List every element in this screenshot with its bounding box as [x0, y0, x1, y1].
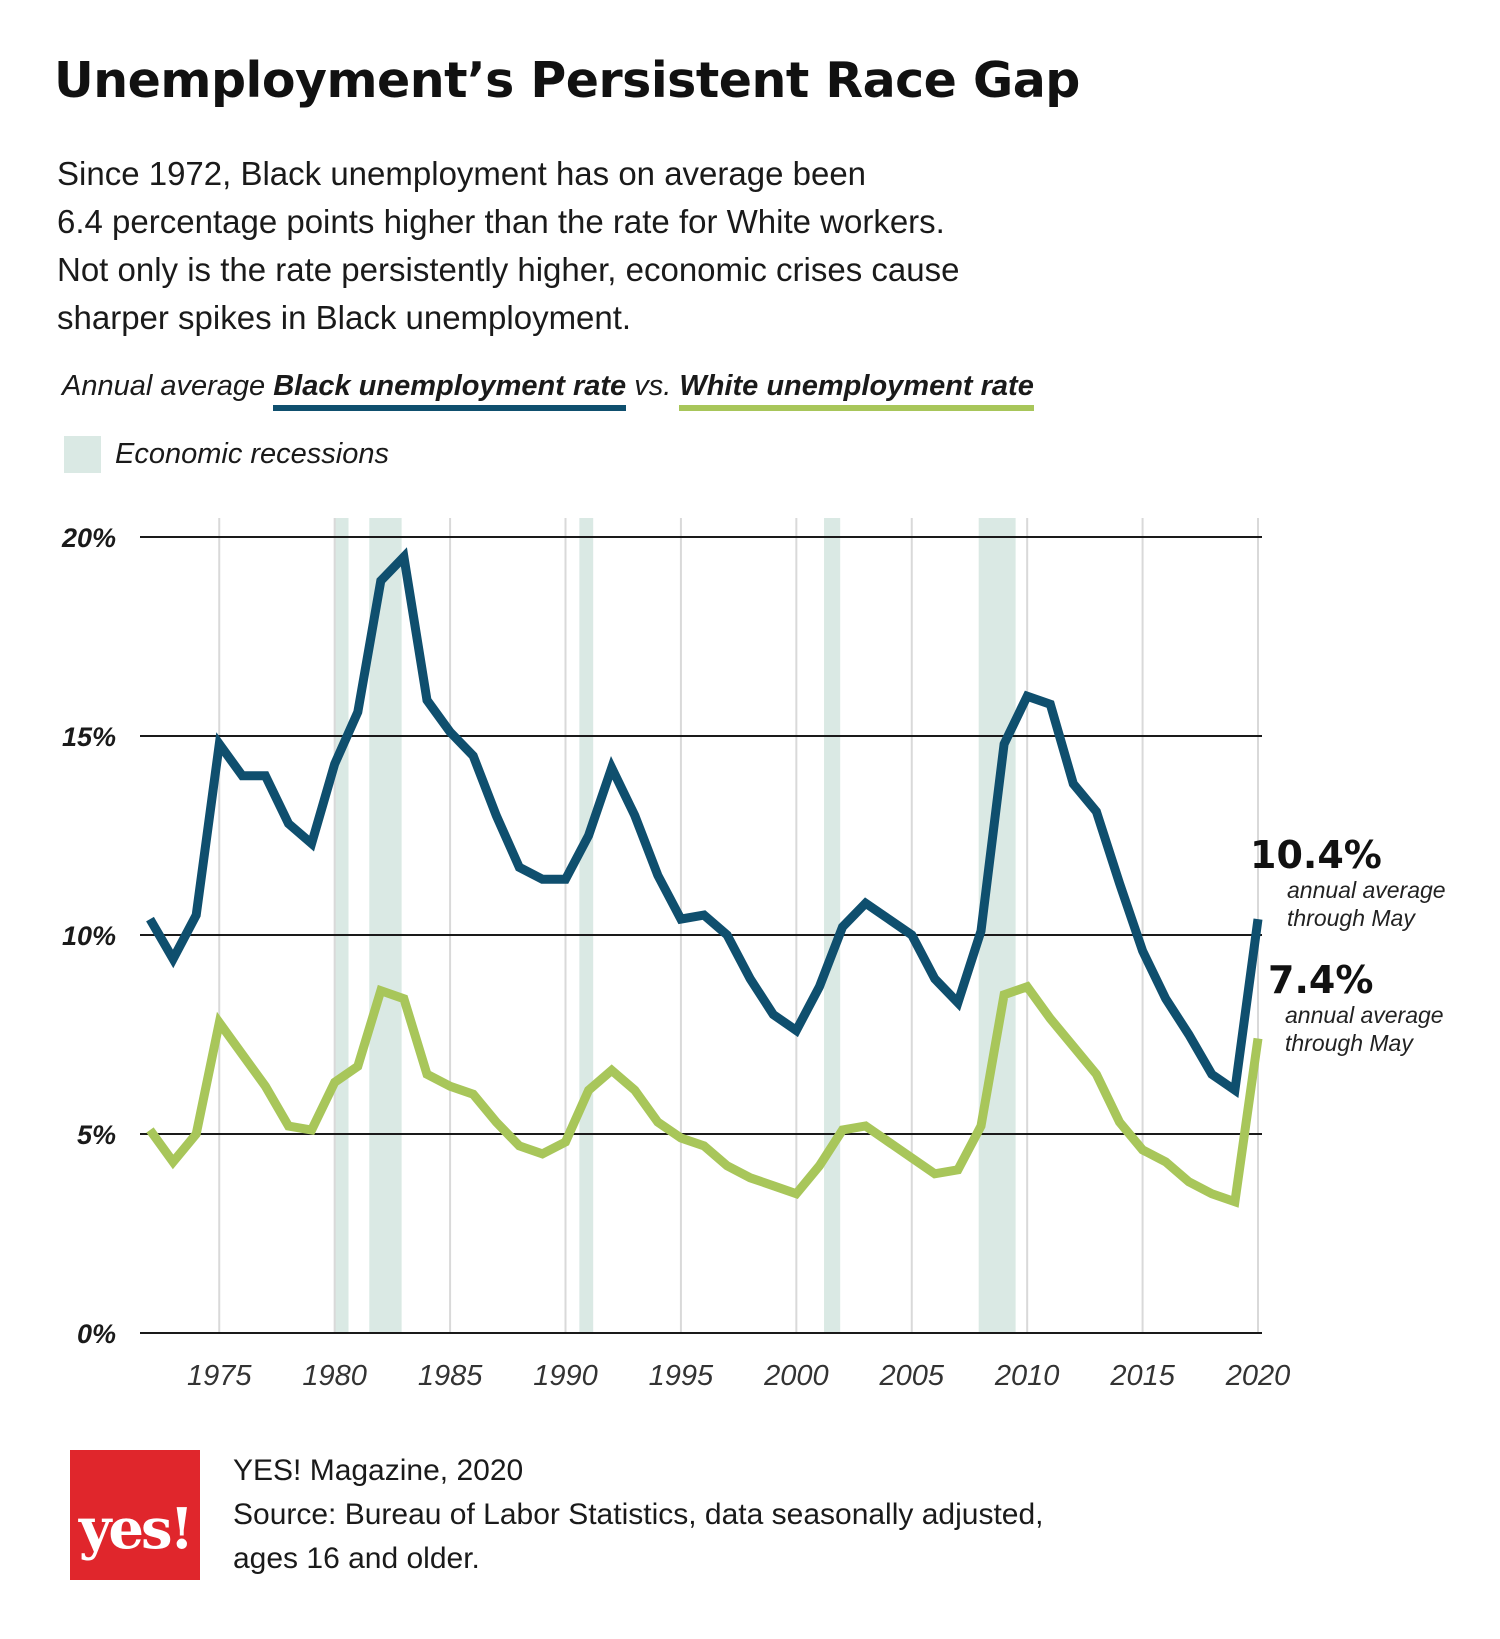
recession-band	[369, 518, 402, 1333]
x-tick-label: 1995	[649, 1360, 714, 1390]
y-tick-label: 20%	[61, 523, 116, 553]
y-tick-label: 10%	[62, 921, 116, 951]
legend-white-series: White unemployment rate	[679, 370, 1034, 411]
legend-vs: vs.	[626, 370, 680, 402]
x-tick-label: 1980	[302, 1360, 367, 1390]
subtitle-line: 6.4 percentage points higher than the ra…	[57, 203, 945, 240]
end-note-label: annual average	[1287, 877, 1446, 903]
credit: YES! Magazine, 2020 Source: Bureau of La…	[233, 1450, 1043, 1582]
publisher-credit: YES! Magazine, 2020	[233, 1454, 524, 1487]
y-tick-label: 5%	[77, 1120, 116, 1150]
series-legend: Annual average Black unemployment rate v…	[62, 370, 1034, 411]
chart-title: Unemployment’s Persistent Race Gap	[54, 52, 1080, 109]
yes-magazine-logo: yes!	[70, 1450, 200, 1580]
end-note-label: through May	[1287, 905, 1416, 931]
x-tick-label: 1975	[187, 1360, 252, 1390]
subtitle-line: Since 1972, Black unemployment has on av…	[57, 155, 867, 192]
subtitle-line: sharper spikes in Black unemployment.	[57, 299, 632, 336]
x-tick-label: 1990	[533, 1360, 598, 1390]
subtitle-line: Not only is the rate persistently higher…	[57, 251, 960, 288]
x-tick-label: 2015	[1109, 1360, 1175, 1390]
subtitle: Since 1972, Black unemployment has on av…	[57, 150, 1077, 342]
line-chart: 0% 5% 10% 15% 20% 1975 1980 1985 1990 1995 2000 200…	[61, 518, 1446, 1390]
x-tick-label: 2010	[994, 1360, 1060, 1390]
source-line: ages 16 and older.	[233, 1542, 480, 1575]
x-tick-label: 2020	[1225, 1360, 1291, 1390]
y-tick-label: 15%	[62, 722, 116, 752]
recession-legend-label: Economic recessions	[115, 438, 389, 470]
white-unemployment-line	[146, 981, 1263, 1208]
legend-prefix: Annual average	[62, 370, 274, 402]
recession-band	[334, 518, 349, 1333]
black-unemployment-line	[146, 547, 1263, 1099]
legend-black-series: Black unemployment rate	[273, 370, 627, 411]
end-value-label: 10.4%	[1250, 833, 1382, 877]
recession-band	[824, 518, 841, 1333]
source-line: Source: Bureau of Labor Statistics, data…	[233, 1498, 1044, 1531]
end-value-label: 7.4%	[1268, 958, 1373, 1002]
recession-legend: Economic recessions	[64, 436, 389, 473]
x-tick-label: 2005	[878, 1360, 944, 1390]
x-tick-label: 2000	[763, 1360, 829, 1390]
y-tick-label: 0%	[77, 1319, 116, 1349]
recession-swatch	[64, 436, 101, 473]
end-note-label: through May	[1285, 1030, 1414, 1056]
end-note-label: annual average	[1285, 1002, 1444, 1028]
x-tick-label: 1985	[418, 1360, 483, 1390]
logo-text: yes!	[78, 1496, 194, 1562]
recession-band	[579, 518, 594, 1333]
